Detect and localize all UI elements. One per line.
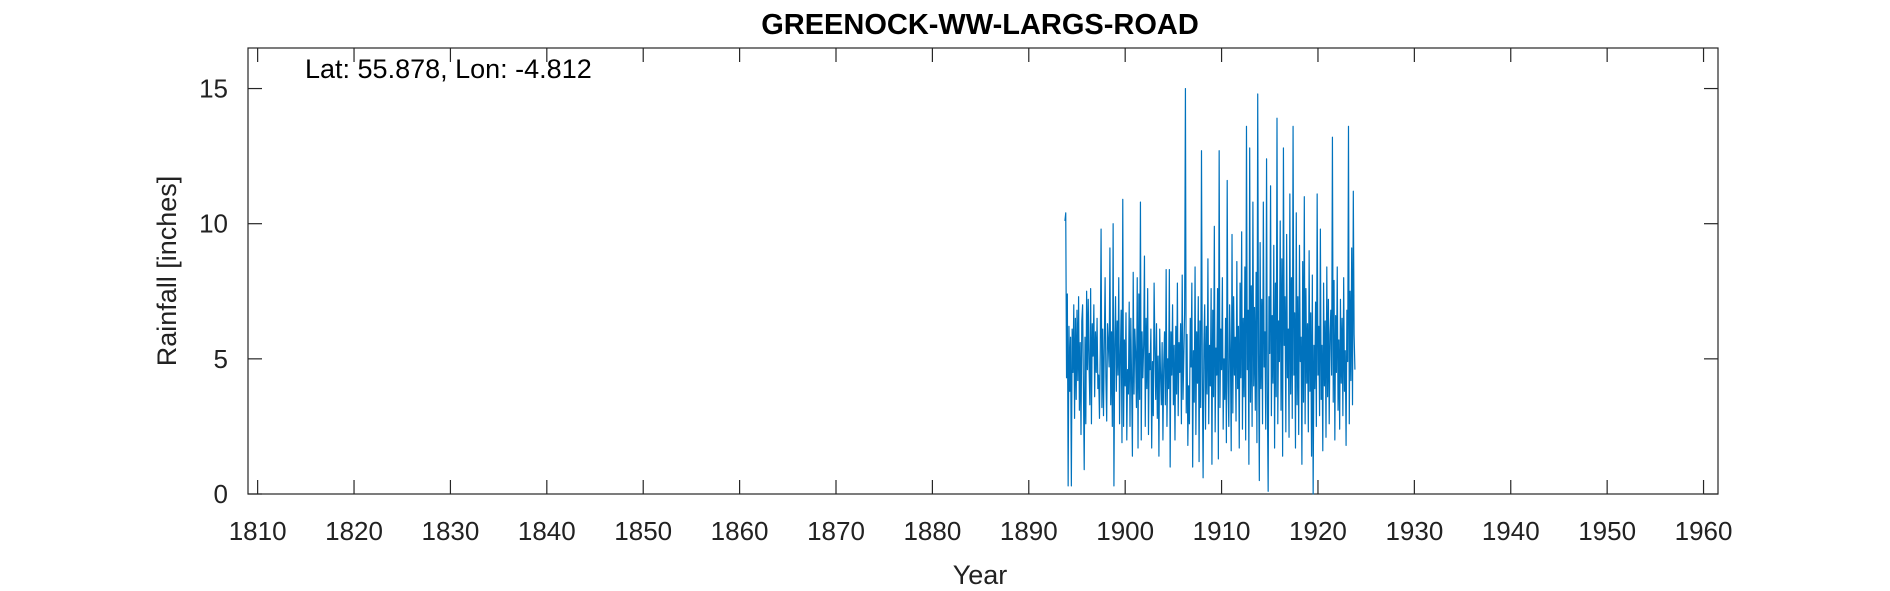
x-tick-label: 1920: [1289, 516, 1347, 546]
x-tick-label: 1880: [903, 516, 961, 546]
x-tick-label: 1890: [1000, 516, 1058, 546]
x-tick-label: 1910: [1193, 516, 1251, 546]
plot-area: [247, 47, 1719, 495]
location-annotation: Lat: 55.878, Lon: -4.812: [305, 54, 592, 84]
x-tick-label: 1820: [325, 516, 383, 546]
x-tick-label: 1870: [807, 516, 865, 546]
y-tick-label: 15: [199, 74, 228, 104]
axis-ticks: [248, 48, 1718, 495]
y-tick-label: 10: [199, 209, 228, 239]
x-tick-label: 1950: [1578, 516, 1636, 546]
y-tick-label: 5: [214, 344, 228, 374]
x-tick-label: 1860: [711, 516, 769, 546]
y-axis-label: Rainfall [inches]: [152, 176, 182, 367]
chart-title: GREENOCK-WW-LARGS-ROAD: [761, 9, 1199, 41]
x-tick-labels: 1810 1820 1830 1840 1850 1860 1870 1880 1890 1900…: [229, 516, 1733, 546]
y-tick-label: 0: [214, 479, 228, 509]
x-tick-label: 1850: [614, 516, 672, 546]
x-tick-label: 1840: [518, 516, 576, 546]
x-tick-label: 1900: [1096, 516, 1154, 546]
x-tick-label: 1940: [1482, 516, 1540, 546]
x-tick-label: 1830: [422, 516, 480, 546]
x-tick-label: 1810: [229, 516, 287, 546]
x-tick-label: 1930: [1385, 516, 1443, 546]
y-tick-labels: 0 5 10 15: [199, 74, 228, 509]
series-line: [1064, 87, 1356, 495]
x-tick-label: 1960: [1675, 516, 1733, 546]
x-axis-label: Year: [953, 560, 1008, 590]
